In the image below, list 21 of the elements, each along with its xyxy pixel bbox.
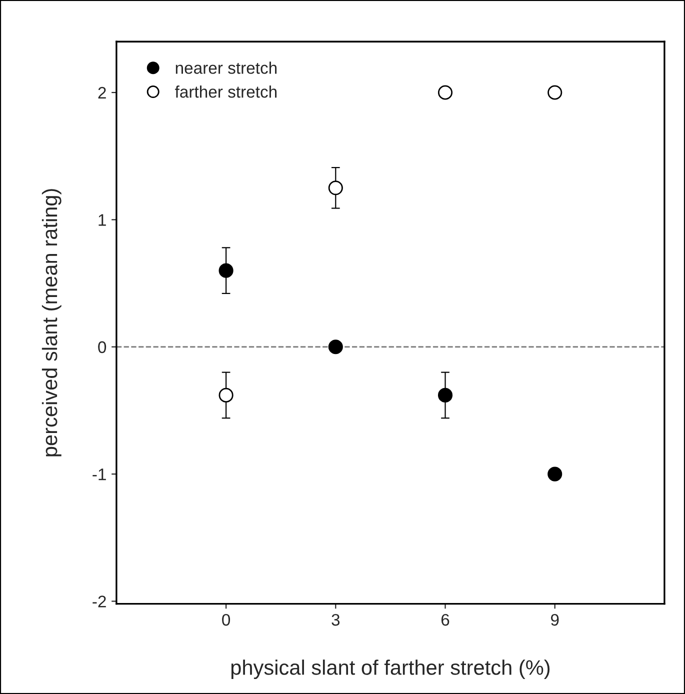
legend-label: nearer stretch [176,62,277,74]
point [328,180,343,196]
x-axis-title: physical slant of farther stretch (%) [231,660,550,680]
y-tick-label: -1 [92,468,106,480]
legend-label: farther stretch [175,86,277,98]
x-tick-label: 0 [222,614,230,626]
x-tick-label: 3 [332,614,340,626]
y-tick-label: 2 [98,86,106,99]
point [218,263,234,278]
point [548,85,562,100]
y-axis-title: perceived slant (mean rating) [42,189,62,456]
y-tick-label: 1 [98,214,106,226]
x-tick-label: 9 [550,614,559,626]
point [218,388,234,402]
y-tick-label: -2 [92,596,106,608]
point [438,388,453,402]
point [548,466,562,482]
point [438,85,453,100]
x-tick-label: 6 [441,614,450,626]
point [328,340,343,354]
y-tick-label: 0 [98,341,106,354]
